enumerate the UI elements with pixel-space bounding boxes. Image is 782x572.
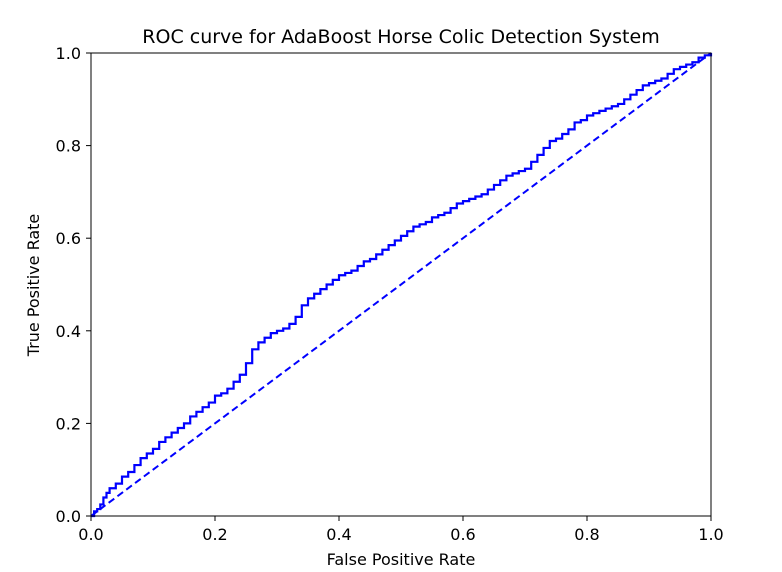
plot-area <box>90 52 713 518</box>
y-axis-ticks: 0.0 0.2 0.4 0.6 0.8 1.0 <box>56 44 91 526</box>
plot-frame <box>90 52 712 517</box>
chart-title: ROC curve for AdaBoost Horse Colic Detec… <box>142 26 659 48</box>
x-axis-ticks: 0.0 0.2 0.4 0.6 0.8 1.0 <box>78 516 724 544</box>
x-tick-label: 0.8 <box>574 525 599 544</box>
roc-curve-line <box>91 53 713 518</box>
y-tick-label: 0.4 <box>56 322 81 341</box>
x-tick-label: 0.2 <box>202 525 227 544</box>
chance-diagonal-line <box>90 52 712 517</box>
y-axis-label: True Positive Rate <box>24 214 43 358</box>
x-tick-label: 0.0 <box>78 525 103 544</box>
x-axis-label: False Positive Rate <box>327 550 476 569</box>
x-tick-label: 0.4 <box>326 525 351 544</box>
y-tick-label: 0.8 <box>56 137 81 156</box>
y-tick-label: 0.2 <box>56 414 81 433</box>
x-tick-label: 0.6 <box>450 525 475 544</box>
x-tick-label: 1.0 <box>698 525 723 544</box>
y-tick-label: 1.0 <box>56 44 81 63</box>
y-tick-label: 0.0 <box>56 507 81 526</box>
y-tick-label: 0.6 <box>56 229 81 248</box>
